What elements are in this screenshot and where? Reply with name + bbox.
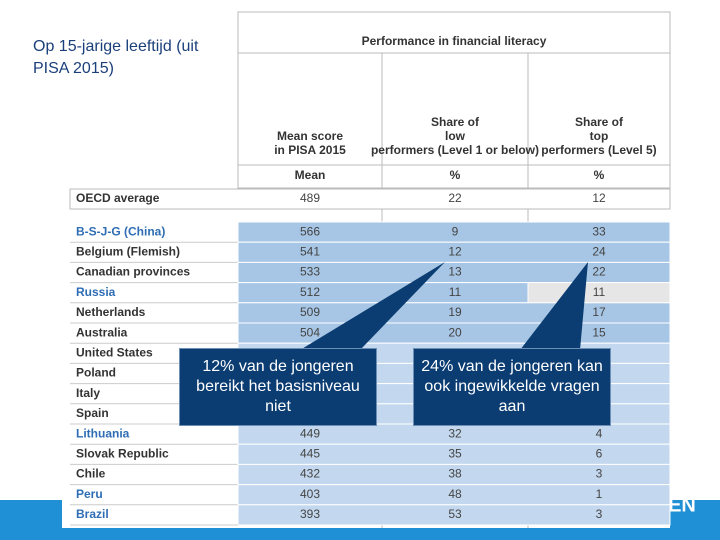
country-name: Spain <box>76 406 109 420</box>
country-name: Poland <box>76 366 116 380</box>
row-band <box>237 504 671 526</box>
cell-value: 53 <box>448 507 462 521</box>
country-name: Netherlands <box>76 305 146 319</box>
cell-value: 35 <box>448 446 462 460</box>
cell-value: 449 <box>300 426 320 440</box>
cell-value: 512 <box>300 285 320 299</box>
callout: 24% van de jongeren kan ook ingewikkelde… <box>413 348 611 426</box>
cell-value: 504 <box>300 325 320 339</box>
country-name: Russia <box>76 285 116 299</box>
cell-value: 445 <box>300 446 320 460</box>
cell-value: 11 <box>449 285 462 299</box>
country-name: Belgium (Flemish) <box>76 244 180 258</box>
cell-value: 12 <box>592 191 606 205</box>
logo: EN <box>668 494 696 516</box>
cell-value: 566 <box>300 224 320 238</box>
column-header: Share of low performers (Level 1 or below) <box>371 115 539 157</box>
unit-label: Mean <box>295 168 326 182</box>
cell-value: 4 <box>596 426 603 440</box>
column-header: Mean score in PISA 2015 <box>274 129 346 157</box>
cell-value: 48 <box>448 487 462 501</box>
header-box <box>237 11 671 189</box>
country-name: Slovak Republic <box>76 446 169 460</box>
country-name: Brazil <box>76 507 109 521</box>
country-name: United States <box>76 345 153 359</box>
country-name: Peru <box>76 487 103 501</box>
cell-value: 509 <box>300 305 320 319</box>
country-name: Chile <box>76 467 106 481</box>
cell-value: 12 <box>448 244 462 258</box>
slide-title: Op 15-jarige leeftijd (uit PISA 2015) <box>33 38 199 77</box>
cell-value: 13 <box>448 265 462 279</box>
unit-label: % <box>450 168 461 182</box>
callout: 12% van de jongeren bereikt het basisniv… <box>179 348 377 426</box>
cell-value: 432 <box>300 467 320 481</box>
cell-value: 32 <box>448 426 462 440</box>
cell-value: 541 <box>300 244 320 258</box>
cell-value: 24 <box>592 244 606 258</box>
average-row <box>69 188 671 210</box>
cell-value: 20 <box>448 325 462 339</box>
cell-value: 6 <box>596 446 603 460</box>
group-header: Performance in financial literacy <box>362 34 547 48</box>
cell-value: 15 <box>592 325 606 339</box>
cell-value: 33 <box>592 224 606 238</box>
unit-label: % <box>594 168 605 182</box>
callout-pointer <box>520 262 588 350</box>
column-header: Share of top performers (Level 5) <box>541 115 656 157</box>
country-name: Canadian provinces <box>76 265 190 279</box>
cell-value: 22 <box>448 191 462 205</box>
cell-value: 22 <box>592 265 606 279</box>
cell-value: 393 <box>300 507 320 521</box>
cell-value: 3 <box>596 467 603 481</box>
cell-value: 9 <box>452 224 459 238</box>
cell-value: 11 <box>593 285 606 299</box>
cell-value: 19 <box>448 305 462 319</box>
cell-value: 17 <box>592 305 606 319</box>
cell-value: 38 <box>448 467 462 481</box>
country-name: Australia <box>76 325 128 339</box>
country-name: OECD average <box>76 191 160 205</box>
country-name: Lithuania <box>76 426 130 440</box>
cell-value: 489 <box>300 191 320 205</box>
country-name: Italy <box>76 386 100 400</box>
cell-value: 3 <box>596 507 603 521</box>
cell-value: 403 <box>300 487 320 501</box>
country-name: B-S-J-G (China) <box>76 224 165 238</box>
cell-value: 533 <box>300 265 320 279</box>
cell-value: 1 <box>596 487 603 501</box>
callout-pointer <box>300 262 445 350</box>
